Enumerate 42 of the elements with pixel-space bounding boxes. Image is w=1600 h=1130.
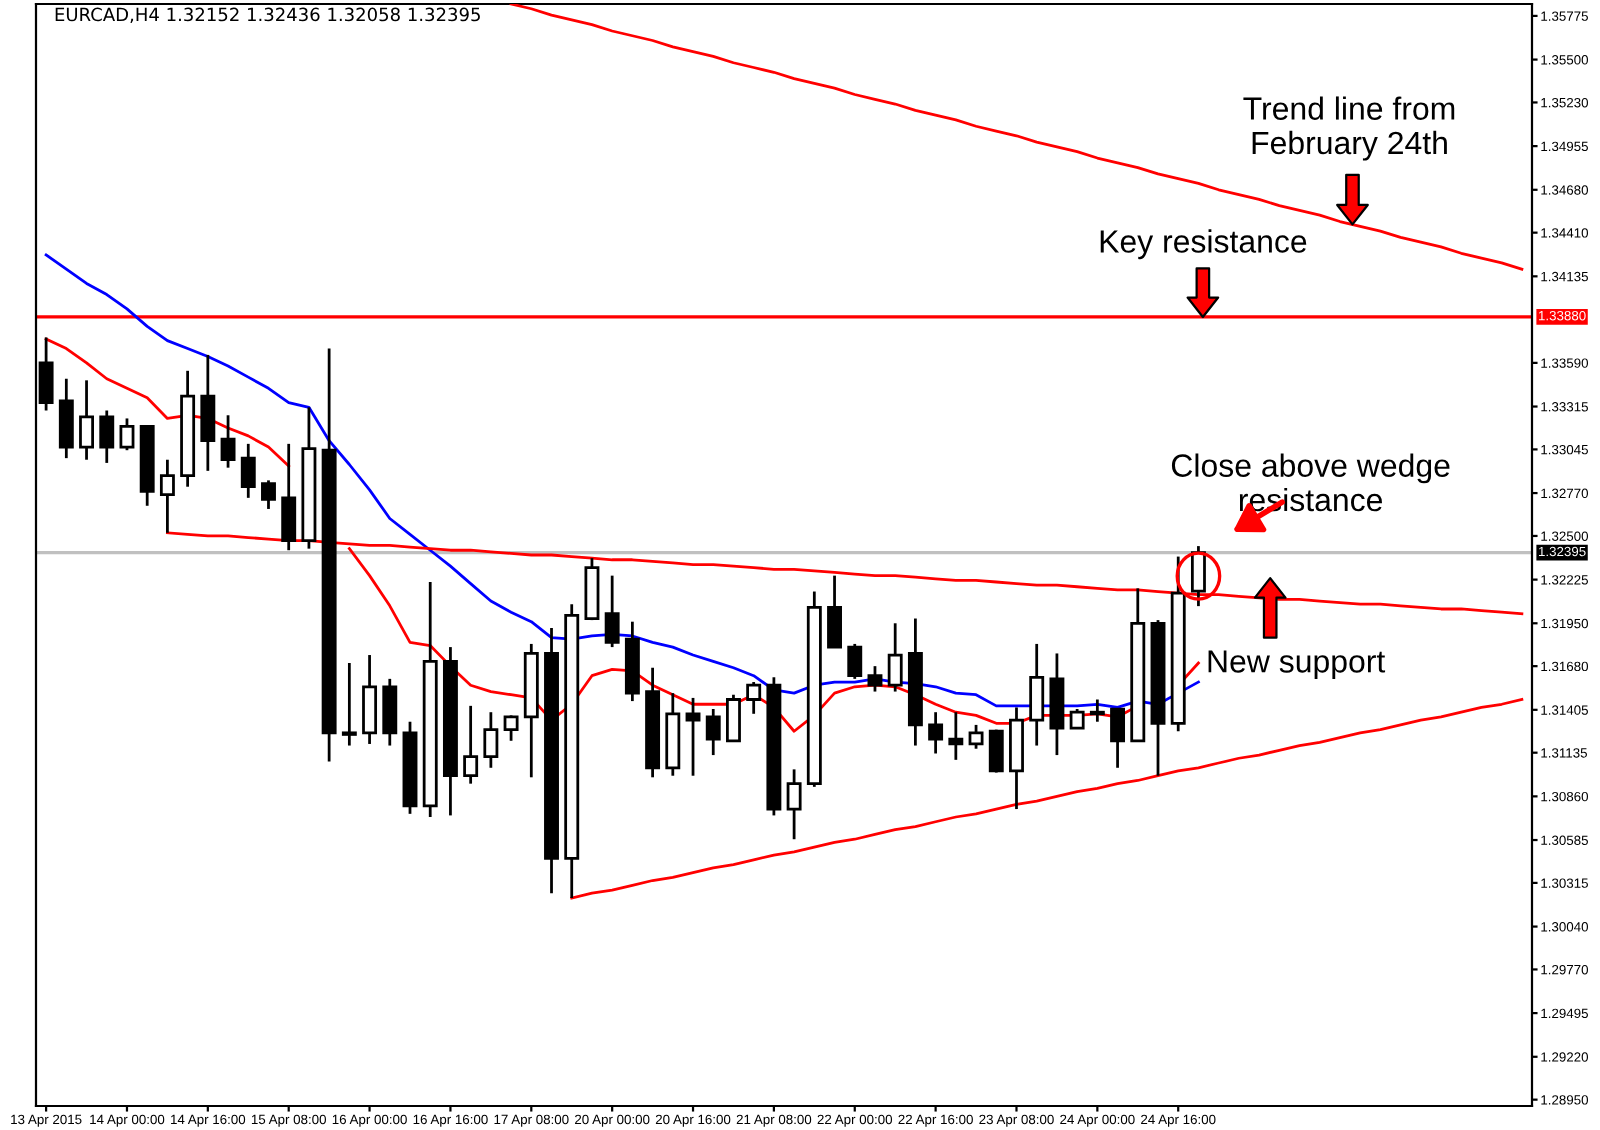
candlestick — [362, 653, 378, 746]
candlestick — [726, 693, 741, 743]
candlestick — [887, 621, 903, 693]
chart-title: EURCAD,H4 1.32152 1.32436 1.32058 1.32395 — [55, 7, 480, 24]
candlestick — [1069, 707, 1085, 730]
line-series — [570, 698, 1524, 900]
candlestick — [988, 728, 1004, 774]
candlestick — [705, 707, 721, 757]
candlestick — [1029, 642, 1045, 747]
candlestick — [1089, 698, 1105, 724]
candlestick — [261, 478, 276, 511]
candlestick — [604, 574, 620, 649]
candlestick — [58, 377, 74, 460]
annotation: Close above wedge resistance — [1171, 453, 1450, 512]
line-series — [509, 4, 1524, 271]
candlestick — [847, 642, 863, 681]
candlestick — [685, 696, 701, 778]
annotation: New support — [1208, 650, 1386, 679]
candlestick — [786, 767, 802, 841]
candlestick — [281, 442, 297, 552]
candlestick — [341, 661, 357, 747]
candlestick — [827, 574, 842, 649]
candlestick — [119, 417, 135, 452]
candlestick — [746, 680, 762, 716]
candlestick — [928, 710, 944, 755]
candlestick — [159, 458, 175, 535]
candlestick — [1110, 707, 1126, 770]
candlestick — [99, 409, 115, 465]
annotation: Key resistance — [1100, 229, 1307, 260]
candlestick — [220, 413, 236, 470]
candlestick — [503, 713, 519, 743]
candlestick — [1190, 544, 1206, 608]
candlestick — [948, 710, 964, 762]
candlestick — [79, 378, 94, 462]
candlestick — [200, 353, 216, 473]
candlestick — [382, 677, 398, 747]
annotation: Trend line from February 24th — [1243, 96, 1455, 161]
candlestick — [463, 704, 479, 786]
candlestick — [483, 710, 499, 770]
candlestick — [867, 664, 883, 693]
candlestick — [968, 723, 984, 751]
candlestick — [240, 442, 256, 500]
